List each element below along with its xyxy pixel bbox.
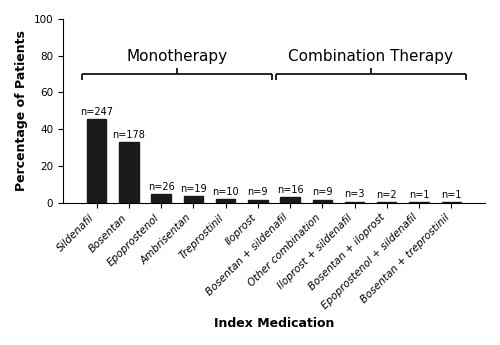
- Text: n=1: n=1: [409, 190, 430, 200]
- Text: n=16: n=16: [277, 185, 303, 195]
- Text: n=10: n=10: [212, 187, 239, 197]
- Text: Combination Therapy: Combination Therapy: [288, 49, 453, 64]
- Text: n=9: n=9: [312, 187, 332, 197]
- Bar: [87, 119, 106, 203]
- Text: n=9: n=9: [248, 187, 268, 197]
- Text: n=19: n=19: [180, 184, 206, 194]
- Bar: [216, 199, 236, 203]
- Bar: [248, 200, 268, 203]
- Bar: [184, 196, 203, 203]
- Y-axis label: Percentage of Patients: Percentage of Patients: [15, 30, 28, 191]
- Text: n=26: n=26: [148, 181, 174, 191]
- Text: n=178: n=178: [112, 130, 146, 140]
- Bar: [345, 201, 364, 203]
- X-axis label: Index Medication: Index Medication: [214, 317, 334, 330]
- Bar: [280, 197, 299, 203]
- Text: n=1: n=1: [441, 190, 462, 200]
- Bar: [377, 202, 396, 203]
- Bar: [312, 200, 332, 203]
- Bar: [152, 194, 171, 203]
- Text: n=3: n=3: [344, 189, 365, 199]
- Text: n=2: n=2: [376, 190, 397, 200]
- Text: n=247: n=247: [80, 107, 113, 117]
- Text: Monotherapy: Monotherapy: [126, 49, 228, 64]
- Bar: [119, 142, 139, 203]
